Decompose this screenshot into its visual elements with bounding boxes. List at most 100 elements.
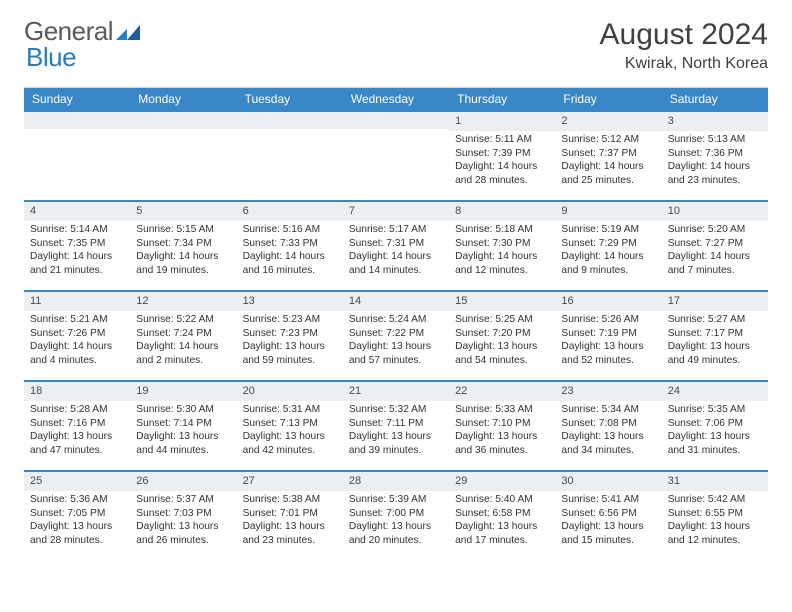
day-cell: 17Sunrise: 5:27 AMSunset: 7:17 PMDayligh…: [662, 292, 768, 380]
day-info: Sunrise: 5:22 AMSunset: 7:24 PMDaylight:…: [130, 311, 236, 372]
dow-wednesday: Wednesday: [343, 88, 449, 110]
brand-logo: GeneralBlue: [24, 18, 142, 70]
day-info: Sunrise: 5:25 AMSunset: 7:20 PMDaylight:…: [449, 311, 555, 372]
sunrise-line: Sunrise: 5:15 AM: [136, 223, 230, 237]
day-number: 5: [130, 202, 236, 221]
daylight-line: Daylight: 14 hours and 2 minutes.: [136, 340, 230, 368]
sunset-line: Sunset: 7:05 PM: [30, 507, 124, 521]
sunset-line: Sunset: 7:24 PM: [136, 327, 230, 341]
day-cell: 23Sunrise: 5:34 AMSunset: 7:08 PMDayligh…: [555, 382, 661, 470]
sunrise-line: Sunrise: 5:16 AM: [243, 223, 337, 237]
day-info: Sunrise: 5:21 AMSunset: 7:26 PMDaylight:…: [24, 311, 130, 372]
sunset-line: Sunset: 6:55 PM: [668, 507, 762, 521]
sunset-line: Sunset: 7:23 PM: [243, 327, 337, 341]
daylight-line: Daylight: 13 hours and 57 minutes.: [349, 340, 443, 368]
daylight-line: Daylight: 13 hours and 59 minutes.: [243, 340, 337, 368]
sunset-line: Sunset: 7:14 PM: [136, 417, 230, 431]
sunrise-line: Sunrise: 5:22 AM: [136, 313, 230, 327]
day-number: 7: [343, 202, 449, 221]
day-info: Sunrise: 5:39 AMSunset: 7:00 PMDaylight:…: [343, 491, 449, 552]
daylight-line: Daylight: 13 hours and 28 minutes.: [30, 520, 124, 548]
day-cell: 2Sunrise: 5:12 AMSunset: 7:37 PMDaylight…: [555, 112, 661, 200]
day-number: 4: [24, 202, 130, 221]
daylight-line: Daylight: 14 hours and 12 minutes.: [455, 250, 549, 278]
day-cell: 8 Sunrise: 5:18 AMSunset: 7:30 PMDaylight…: [449, 202, 555, 290]
weeks-container: 1Sunrise: 5:11 AMSunset: 7:39 PMDaylight…: [24, 110, 768, 594]
sunset-line: Sunset: 7:34 PM: [136, 237, 230, 251]
day-number: 8: [449, 202, 555, 221]
day-info: Sunrise: 5:34 AMSunset: 7:08 PMDaylight:…: [555, 401, 661, 462]
daylight-line: Daylight: 14 hours and 9 minutes.: [561, 250, 655, 278]
day-info: Sunrise: 5:26 AMSunset: 7:19 PMDaylight:…: [555, 311, 661, 372]
day-info: Sunrise: 5:40 AMSunset: 6:58 PMDaylight:…: [449, 491, 555, 552]
dow-sunday: Sunday: [24, 88, 130, 110]
sunset-line: Sunset: 7:35 PM: [30, 237, 124, 251]
day-number: 2: [555, 112, 661, 131]
header: GeneralBlue August 2024 Kwirak, North Ko…: [24, 18, 768, 73]
day-cell: 26Sunrise: 5:37 AMSunset: 7:03 PMDayligh…: [130, 472, 236, 560]
empty-cell: [343, 112, 449, 200]
day-of-week-header: SundayMondayTuesdayWednesdayThursdayFrid…: [24, 88, 768, 110]
sunset-line: Sunset: 7:16 PM: [30, 417, 124, 431]
day-number: 9: [555, 202, 661, 221]
day-cell: 4Sunrise: 5:14 AMSunset: 7:35 PMDaylight…: [24, 202, 130, 290]
day-cell: 9Sunrise: 5:19 AMSunset: 7:29 PMDaylight…: [555, 202, 661, 290]
brand-part1: General: [24, 18, 113, 44]
sunrise-line: Sunrise: 5:18 AM: [455, 223, 549, 237]
sunset-line: Sunset: 7:06 PM: [668, 417, 762, 431]
daylight-line: Daylight: 13 hours and 17 minutes.: [455, 520, 549, 548]
sunrise-line: Sunrise: 5:23 AM: [243, 313, 337, 327]
daylight-line: Daylight: 14 hours and 16 minutes.: [243, 250, 337, 278]
sunset-line: Sunset: 7:03 PM: [136, 507, 230, 521]
daylight-line: Daylight: 13 hours and 42 minutes.: [243, 430, 337, 458]
sunset-line: Sunset: 7:19 PM: [561, 327, 655, 341]
sunset-line: Sunset: 7:08 PM: [561, 417, 655, 431]
day-info: Sunrise: 5:28 AMSunset: 7:16 PMDaylight:…: [24, 401, 130, 462]
sunset-line: Sunset: 7:30 PM: [455, 237, 549, 251]
day-number: 13: [237, 292, 343, 311]
daylight-line: Daylight: 13 hours and 15 minutes.: [561, 520, 655, 548]
day-cell: 13 Sunrise: 5:23 AMSunset: 7:23 PMDayligh…: [237, 292, 343, 380]
sunrise-line: Sunrise: 5:21 AM: [30, 313, 124, 327]
day-info: Sunrise: 5:24 AMSunset: 7:22 PMDaylight:…: [343, 311, 449, 372]
day-number: [237, 112, 343, 129]
day-cell: 22Sunrise: 5:33 AMSunset: 7:10 PMDayligh…: [449, 382, 555, 470]
dow-friday: Friday: [555, 88, 661, 110]
calendar: SundayMondayTuesdayWednesdayThursdayFrid…: [24, 87, 768, 594]
day-number: 26: [130, 472, 236, 491]
calendar-page: GeneralBlue August 2024 Kwirak, North Ko…: [0, 0, 792, 612]
sunset-line: Sunset: 7:33 PM: [243, 237, 337, 251]
day-number: 14: [343, 292, 449, 311]
empty-cell: [237, 112, 343, 200]
week-row: 11Sunrise: 5:21 AMSunset: 7:26 PMDayligh…: [24, 290, 768, 380]
day-number: 28: [343, 472, 449, 491]
daylight-line: Daylight: 13 hours and 44 minutes.: [136, 430, 230, 458]
day-number: 18: [24, 382, 130, 401]
day-cell: 20Sunrise: 5:31 AMSunset: 7:13 PMDayligh…: [237, 382, 343, 470]
day-info: Sunrise: 5:32 AMSunset: 7:11 PMDaylight:…: [343, 401, 449, 462]
sunset-line: Sunset: 7:26 PM: [30, 327, 124, 341]
sunrise-line: Sunrise: 5:31 AM: [243, 403, 337, 417]
day-number: 16: [555, 292, 661, 311]
week-row: 4Sunrise: 5:14 AMSunset: 7:35 PMDaylight…: [24, 200, 768, 290]
day-info: Sunrise: 5:20 AMSunset: 7:27 PMDaylight:…: [662, 221, 768, 282]
sunrise-line: Sunrise: 5:24 AM: [349, 313, 443, 327]
day-number: 1: [449, 112, 555, 131]
day-cell: 19Sunrise: 5:30 AMSunset: 7:14 PMDayligh…: [130, 382, 236, 470]
sunrise-line: Sunrise: 5:34 AM: [561, 403, 655, 417]
daylight-line: Daylight: 13 hours and 26 minutes.: [136, 520, 230, 548]
daylight-line: Daylight: 13 hours and 47 minutes.: [30, 430, 124, 458]
day-number: 11: [24, 292, 130, 311]
week-row: 1Sunrise: 5:11 AMSunset: 7:39 PMDaylight…: [24, 110, 768, 200]
day-cell: 6Sunrise: 5:16 AMSunset: 7:33 PMDaylight…: [237, 202, 343, 290]
day-info: Sunrise: 5:31 AMSunset: 7:13 PMDaylight:…: [237, 401, 343, 462]
sunset-line: Sunset: 6:58 PM: [455, 507, 549, 521]
sunrise-line: Sunrise: 5:41 AM: [561, 493, 655, 507]
sunrise-line: Sunrise: 5:30 AM: [136, 403, 230, 417]
sunset-line: Sunset: 7:01 PM: [243, 507, 337, 521]
title-block: August 2024 Kwirak, North Korea: [600, 18, 768, 73]
day-cell: 29Sunrise: 5:40 AMSunset: 6:58 PMDayligh…: [449, 472, 555, 560]
day-number: [24, 112, 130, 129]
day-info: Sunrise: 5:17 AMSunset: 7:31 PMDaylight:…: [343, 221, 449, 282]
sunrise-line: Sunrise: 5:26 AM: [561, 313, 655, 327]
